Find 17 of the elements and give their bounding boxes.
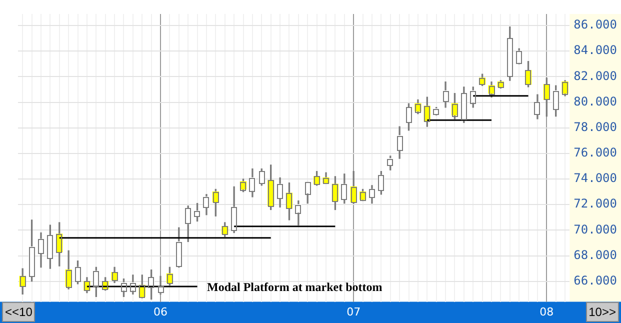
x-tick-label: 06 — [154, 305, 168, 318]
x-tick-label: 07 — [346, 305, 361, 318]
scroll-forward-button: 10>> — [586, 302, 619, 322]
y-tick-label: 66.000 — [574, 273, 618, 288]
y-tick-label: 70.000 — [574, 222, 618, 236]
y-tick-label: 68.000 — [574, 248, 618, 262]
scroll-back-button: <<10 — [2, 302, 36, 322]
annotation: Modal Platform at market bottom — [207, 280, 382, 294]
y-tick-label: 86.000 — [574, 18, 618, 32]
y-tick-label: 82.000 — [574, 68, 618, 83]
y-tick-label: 84.000 — [574, 43, 618, 58]
y-tick-label: 74.000 — [574, 171, 618, 186]
y-tick-label: 72.000 — [574, 196, 618, 211]
y-tick-label: 78.000 — [574, 120, 618, 134]
x-tick-label: 08 — [540, 305, 554, 318]
y-tick-label: 76.000 — [574, 146, 618, 160]
y-tick-label: 80.000 — [574, 94, 618, 108]
